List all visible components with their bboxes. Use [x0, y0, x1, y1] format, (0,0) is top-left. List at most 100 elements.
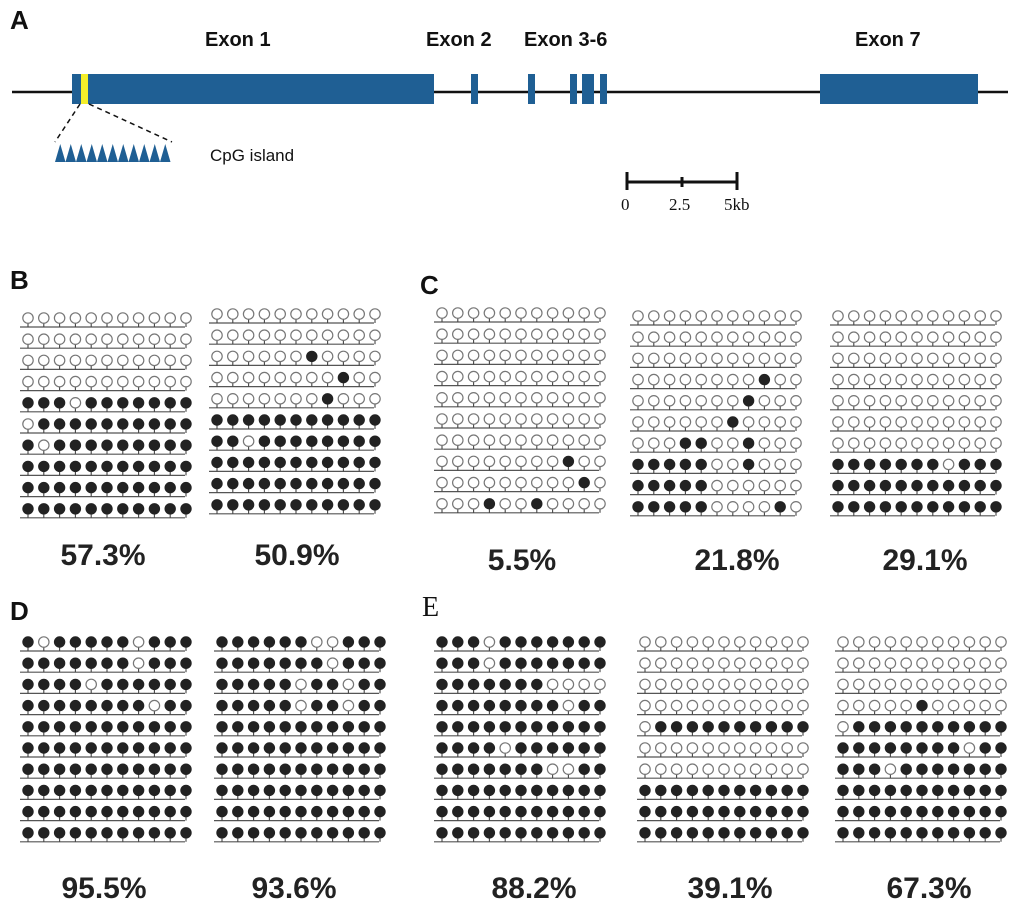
- methylated-cpg-dot: [85, 657, 97, 669]
- unmethylated-cpg-dot: [647, 373, 660, 386]
- unmethylated-cpg-dot: [639, 699, 651, 712]
- percent-c1: 5.5%: [488, 544, 556, 577]
- methylated-cpg-dot: [546, 721, 559, 733]
- scale-label-end: 5kb: [724, 195, 750, 214]
- methylated-cpg-dot: [916, 699, 928, 712]
- unmethylated-cpg-dot: [726, 352, 739, 365]
- methylated-cpg-dot: [562, 742, 575, 754]
- methylated-cpg-dot: [900, 742, 912, 754]
- unmethylated-cpg-dot: [911, 437, 923, 449]
- methylated-cpg-dot: [369, 456, 381, 469]
- unmethylated-cpg-dot: [758, 500, 771, 513]
- methylated-cpg-dot: [932, 784, 944, 797]
- methylated-cpg-dot: [452, 827, 464, 839]
- unmethylated-cpg-dot: [837, 678, 849, 691]
- methylated-cpg-dot: [734, 784, 746, 797]
- methylated-cpg-dot: [306, 499, 318, 511]
- unmethylated-cpg-dot: [562, 699, 575, 712]
- methylated-cpg-dot: [695, 458, 707, 471]
- methylated-cpg-dot: [22, 397, 34, 409]
- clone-row: [434, 476, 606, 493]
- methylated-cpg-dot: [452, 763, 464, 775]
- unmethylated-cpg-dot: [546, 678, 559, 691]
- clone-row: [434, 370, 606, 387]
- clone-row: [630, 479, 802, 496]
- methylated-cpg-dot: [216, 784, 228, 797]
- unmethylated-cpg-dot: [499, 391, 511, 404]
- scale-bar: 0 2.5 5kb: [621, 172, 750, 214]
- clone-row: [20, 333, 192, 349]
- methylated-cpg-dot: [101, 805, 113, 818]
- methylated-cpg-dot: [639, 805, 651, 818]
- methylated-cpg-dot: [232, 678, 244, 691]
- unmethylated-cpg-dot: [711, 458, 723, 471]
- unmethylated-cpg-dot: [117, 333, 129, 345]
- unmethylated-cpg-dot: [990, 394, 1002, 407]
- unmethylated-cpg-dot: [863, 331, 876, 343]
- percent-b1: 57.3%: [60, 539, 145, 572]
- methylated-cpg-dot: [242, 414, 255, 426]
- unmethylated-cpg-dot: [337, 392, 350, 405]
- unmethylated-cpg-dot: [321, 329, 334, 341]
- methylated-cpg-dot: [85, 439, 97, 451]
- methylated-cpg-dot: [101, 397, 113, 409]
- methylated-cpg-dot: [132, 721, 145, 733]
- methylated-cpg-dot: [853, 805, 865, 818]
- unmethylated-cpg-dot: [686, 636, 699, 648]
- clone-row: [20, 763, 192, 779]
- clone-row: [209, 414, 381, 430]
- methylated-cpg-dot: [499, 636, 511, 648]
- methylated-cpg-dot: [117, 397, 129, 409]
- methylated-cpg-dot: [911, 458, 923, 471]
- unmethylated-cpg-dot: [353, 329, 365, 341]
- methylated-cpg-dot: [884, 742, 897, 754]
- unmethylated-cpg-dot: [483, 307, 496, 319]
- unmethylated-cpg-dot: [369, 329, 381, 341]
- clone-row: [630, 373, 802, 390]
- methylated-cpg-dot: [546, 827, 559, 839]
- unmethylated-cpg-dot: [663, 373, 676, 386]
- unmethylated-cpg-dot: [242, 435, 255, 447]
- methylated-cpg-dot: [499, 721, 511, 733]
- methylated-cpg-dot: [868, 784, 881, 797]
- methylated-cpg-dot: [69, 481, 82, 494]
- unmethylated-cpg-dot: [467, 413, 480, 425]
- methylated-cpg-dot: [374, 805, 386, 818]
- methylated-cpg-dot: [452, 784, 464, 797]
- methylated-cpg-dot: [916, 742, 928, 754]
- methylated-cpg-dot: [247, 699, 260, 712]
- unmethylated-cpg-dot: [101, 312, 113, 324]
- unmethylated-cpg-dot: [781, 763, 793, 775]
- methylated-cpg-dot: [797, 805, 809, 818]
- methylated-cpg-dot: [101, 742, 113, 754]
- unmethylated-cpg-dot: [310, 636, 323, 648]
- unmethylated-cpg-dot: [117, 354, 129, 367]
- unmethylated-cpg-dot: [711, 479, 723, 492]
- methylated-cpg-dot: [295, 636, 307, 648]
- clone-row: [630, 500, 802, 517]
- methylated-cpg-dot: [22, 678, 34, 691]
- methylated-cpg-dot: [85, 503, 97, 515]
- methylated-cpg-dot: [232, 763, 244, 775]
- clone-row: [830, 416, 1002, 432]
- unmethylated-cpg-dot: [369, 371, 381, 384]
- unmethylated-cpg-dot: [467, 328, 480, 340]
- methylated-cpg-dot: [216, 657, 228, 669]
- unmethylated-cpg-dot: [305, 392, 318, 405]
- methylated-cpg-dot: [900, 827, 912, 839]
- unmethylated-cpg-dot: [765, 636, 778, 648]
- methylated-cpg-dot: [467, 721, 480, 733]
- clone-row: [214, 805, 386, 822]
- unmethylated-cpg-dot: [758, 352, 771, 365]
- methylated-cpg-dot: [655, 721, 667, 733]
- methylated-cpg-dot: [990, 479, 1002, 492]
- methylated-cpg-dot: [326, 784, 339, 797]
- methylated-cpg-dot: [295, 721, 307, 733]
- unmethylated-cpg-dot: [562, 307, 575, 319]
- methylated-cpg-dot: [974, 501, 986, 513]
- methylated-cpg-dot: [979, 805, 991, 818]
- methylated-cpg-dot: [117, 784, 129, 797]
- methylated-cpg-dot: [117, 481, 129, 494]
- unmethylated-cpg-dot: [931, 636, 944, 648]
- unmethylated-cpg-dot: [85, 333, 97, 345]
